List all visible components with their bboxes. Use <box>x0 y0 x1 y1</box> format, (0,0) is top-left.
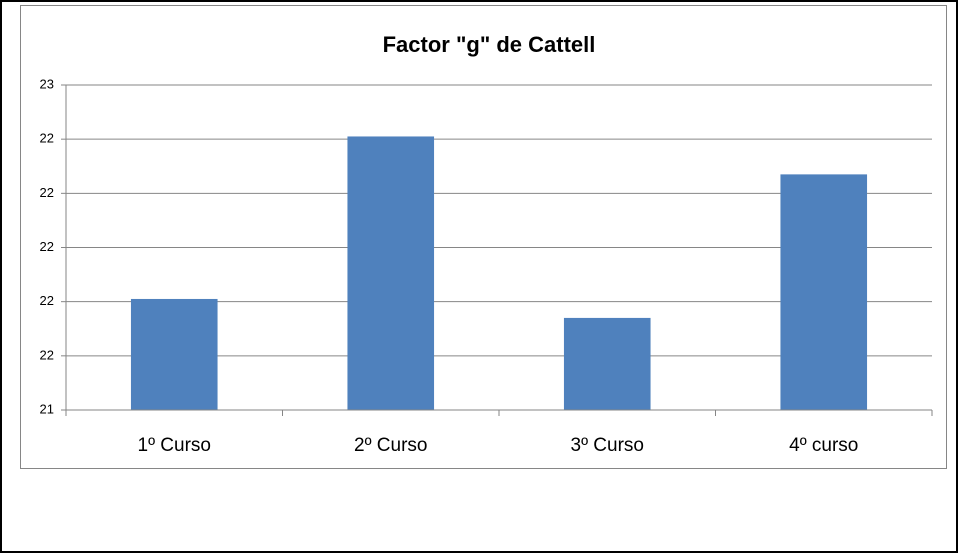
bar <box>563 317 651 410</box>
x-tick-label: 1º Curso <box>138 435 211 456</box>
y-tick-label: 21 <box>40 401 54 416</box>
bar <box>347 136 435 411</box>
y-tick-label: 22 <box>40 293 54 308</box>
bar <box>780 174 868 410</box>
y-tick-label: 22 <box>40 131 54 146</box>
x-tick-label: 2º Curso <box>354 435 427 456</box>
chart-title: Factor "g" de Cattell <box>383 32 596 57</box>
y-tick-label: 22 <box>40 185 54 200</box>
y-tick-label: 22 <box>40 239 54 254</box>
x-tick-label: 4º curso <box>789 435 858 456</box>
y-tick-label: 22 <box>40 347 54 362</box>
x-tick-label: 3º Curso <box>571 435 644 456</box>
y-tick-label: 23 <box>40 76 54 91</box>
bar <box>130 298 218 410</box>
